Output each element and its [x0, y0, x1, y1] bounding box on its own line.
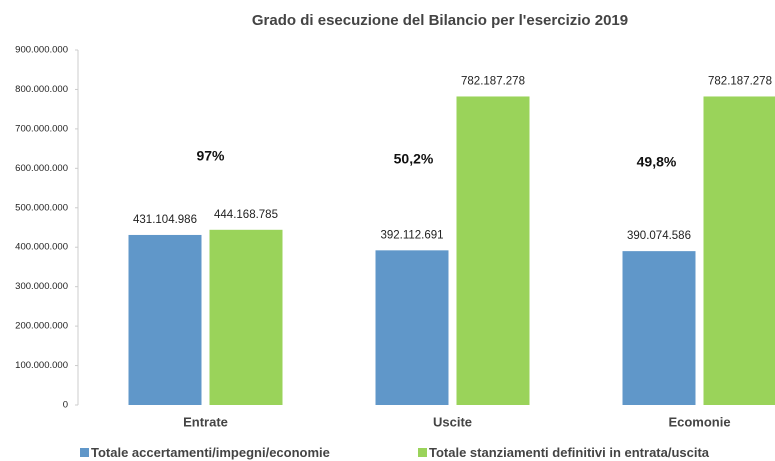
x-tick-label: Uscite: [433, 414, 472, 429]
x-tick-label: Entrate: [183, 414, 228, 429]
legend-swatch: [80, 448, 89, 457]
annotation: 97%: [196, 148, 225, 164]
y-tick-label: 800.000.000: [15, 84, 68, 95]
data-label: 444.168.785: [214, 209, 278, 221]
bar: [456, 96, 530, 405]
bar: [703, 96, 775, 405]
annotation: 49,8%: [637, 154, 677, 170]
bar: [128, 234, 202, 405]
bar: [209, 229, 283, 405]
y-tick-label: 500.000.000: [15, 202, 68, 213]
y-tick-label: 400.000.000: [15, 242, 68, 253]
data-label: 782.187.278: [708, 76, 772, 88]
data-label: 390.074.586: [627, 230, 691, 242]
y-tick-label: 700.000.000: [15, 123, 68, 134]
y-tick-label: 300.000.000: [15, 281, 68, 292]
chart-title: Grado di esecuzione del Bilancio per l'e…: [252, 12, 628, 29]
annotation: 50,2%: [394, 151, 434, 167]
y-tick-label: 100.000.000: [15, 360, 68, 371]
bar: [375, 250, 449, 405]
y-tick-label: 200.000.000: [15, 321, 68, 332]
y-tick-label: 900.000.000: [15, 45, 68, 56]
legend-swatch: [418, 448, 427, 457]
bar: [622, 251, 696, 405]
x-tick-label: Ecomonie: [668, 414, 730, 429]
legend-label: Totale accertamenti/impegni/economie: [91, 445, 330, 460]
y-tick-label: 0: [63, 400, 68, 411]
data-label: 782.187.278: [461, 76, 525, 88]
y-tick-label: 600.000.000: [15, 163, 68, 174]
legend-label: Totale stanziamenti definitivi in entrat…: [429, 445, 710, 460]
data-label: 431.104.986: [133, 214, 197, 226]
data-label: 392.112.691: [380, 229, 443, 241]
